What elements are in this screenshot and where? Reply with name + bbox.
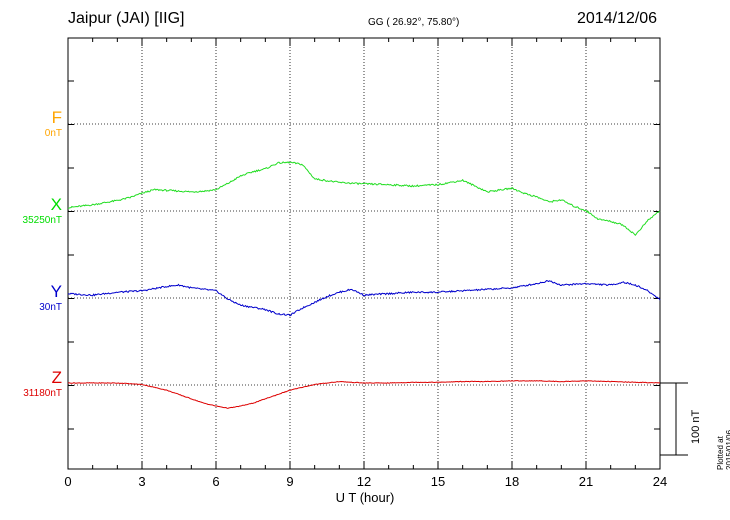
x-tick-label: 24 [653, 474, 667, 489]
x-tick-label: 21 [579, 474, 593, 489]
component-baseline-x: 35250nT [22, 215, 62, 226]
component-label-z: Z 31180nT [2, 368, 62, 399]
series-line-z [67, 380, 661, 409]
x-axis-label-text: U T (hour) [335, 490, 395, 505]
component-label-x: X 35250nT [2, 195, 62, 226]
x-tick-label: 0 [64, 474, 71, 489]
scale-bar-label: 100 nT [690, 409, 702, 444]
component-label-f: F 0nT [2, 108, 62, 139]
component-baseline-f: 0nT [44, 128, 62, 139]
x-tick-label: 15 [431, 474, 445, 489]
component-name-f: F [51, 108, 62, 127]
x-tick-label: 18 [505, 474, 519, 489]
station-coordinates: GG ( 26.92°, 75.80°) [368, 17, 460, 28]
x-tick-label: 9 [286, 474, 293, 489]
component-name-x: X [50, 195, 62, 214]
series-line-x [67, 161, 661, 236]
x-tick-label: 12 [357, 474, 371, 489]
station-title: Jaipur (JAI) [IIG] [68, 10, 185, 27]
x-axis-label: U T (hour) [0, 490, 730, 505]
plot-date: 2014/12/06 [577, 10, 658, 27]
x-tick-label: 3 [138, 474, 145, 489]
component-baseline-z: 31180nT [23, 388, 62, 399]
component-baseline-y: 30nT [39, 302, 62, 313]
component-name-y: Y [50, 282, 62, 301]
x-tick-label: 6 [212, 474, 219, 489]
series-line-y [67, 280, 661, 317]
component-label-y: Y 30nT [2, 282, 62, 313]
plotted-timestamp: Plotted at 2015/01/06 01:30 UT [716, 429, 730, 470]
component-name-z: Z [51, 368, 62, 387]
